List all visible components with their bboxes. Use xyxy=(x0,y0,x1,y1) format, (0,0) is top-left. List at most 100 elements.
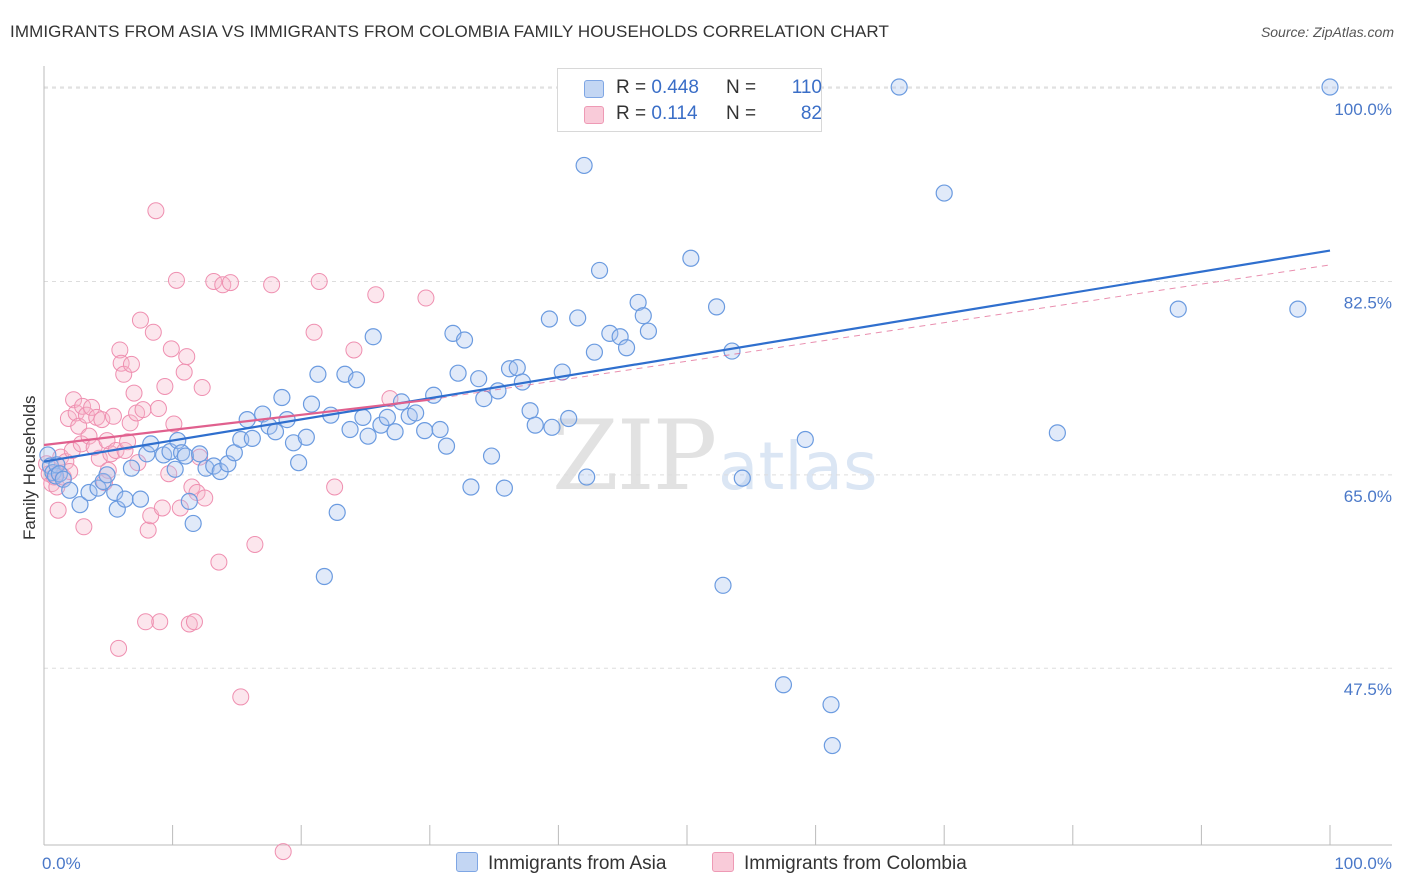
point-colombia xyxy=(162,340,180,358)
bottom-legend-label-asia: Immigrants from Asia xyxy=(488,853,667,874)
point-colombia xyxy=(185,613,203,631)
point-asia xyxy=(639,322,658,340)
point-asia xyxy=(364,328,382,346)
point-asia xyxy=(266,423,285,441)
point-colombia xyxy=(326,478,344,496)
point-colombia xyxy=(193,379,211,397)
point-colombia xyxy=(149,400,167,418)
legend-n-label: N = xyxy=(726,77,757,98)
point-asia xyxy=(297,428,315,446)
trend-line-colombia xyxy=(43,398,430,447)
point-asia xyxy=(354,408,372,426)
point-colombia xyxy=(175,363,193,381)
series-asia-points xyxy=(39,78,1339,755)
point-asia xyxy=(191,445,209,463)
point-asia xyxy=(407,404,425,422)
point-asia xyxy=(629,293,647,312)
point-colombia xyxy=(417,289,435,307)
point-asia xyxy=(540,310,558,328)
point-asia xyxy=(273,388,291,407)
legend-r-label: R = xyxy=(616,103,647,124)
point-asia xyxy=(278,410,296,429)
point-colombia xyxy=(119,433,137,451)
point-asia xyxy=(347,371,366,389)
point-colombia xyxy=(310,272,328,290)
point-asia xyxy=(796,430,814,449)
point-asia xyxy=(822,696,840,714)
x-tick-label-max: 100.0% xyxy=(1334,854,1392,873)
point-asia xyxy=(823,736,841,755)
y-tick-label: 47.5% xyxy=(1344,680,1392,699)
point-colombia xyxy=(345,341,363,359)
point-asia xyxy=(585,343,604,361)
source-label: Source: ZipAtlas.com xyxy=(1260,24,1394,40)
point-asia xyxy=(617,339,636,357)
point-asia xyxy=(378,408,396,426)
point-asia xyxy=(131,490,150,508)
point-colombia xyxy=(147,202,165,220)
point-colombia xyxy=(167,271,185,289)
bottom-legend-swatch-asia xyxy=(456,852,478,872)
point-colombia xyxy=(156,377,174,395)
point-asia xyxy=(521,402,539,420)
point-colombia xyxy=(110,639,128,657)
x-tick-label-min: 0.0% xyxy=(42,854,81,873)
legend-n-label: N = xyxy=(726,103,757,124)
bottom-legend-label-colombia: Immigrants from Colombia xyxy=(744,853,967,874)
point-colombia xyxy=(74,397,92,415)
point-asia xyxy=(416,422,434,440)
bottom-legend-asia: Immigrants from Asia xyxy=(456,852,666,875)
point-asia xyxy=(590,261,609,280)
point-asia xyxy=(437,437,456,455)
point-asia xyxy=(601,324,619,343)
y-axis-label: Family Households xyxy=(20,395,39,540)
point-colombia xyxy=(144,323,162,341)
point-asia xyxy=(526,416,544,434)
point-asia xyxy=(569,309,587,327)
point-asia xyxy=(774,676,793,694)
point-colombia xyxy=(65,391,83,409)
point-asia xyxy=(309,365,327,383)
point-colombia xyxy=(111,341,129,359)
point-asia xyxy=(723,342,741,360)
point-asia xyxy=(1048,424,1066,442)
point-asia xyxy=(508,359,526,377)
point-colombia xyxy=(151,613,169,631)
point-colombia xyxy=(178,348,196,366)
point-colombia xyxy=(205,272,223,290)
point-asia xyxy=(733,469,751,487)
point-colombia xyxy=(137,613,155,631)
legend-n-value-colombia: 82 xyxy=(800,103,822,124)
point-asia xyxy=(116,490,134,508)
point-colombia xyxy=(122,355,140,373)
point-asia xyxy=(328,503,346,522)
point-asia xyxy=(935,184,953,202)
point-asia xyxy=(284,434,303,452)
point-colombia xyxy=(153,499,171,517)
bottom-legend-colombia: Immigrants from Colombia xyxy=(712,852,967,875)
point-asia xyxy=(359,427,377,445)
point-asia xyxy=(106,483,124,502)
point-colombia xyxy=(263,276,281,294)
point-colombia xyxy=(171,499,189,517)
point-asia xyxy=(302,395,321,413)
point-asia xyxy=(462,478,480,496)
point-asia xyxy=(243,429,261,447)
point-asia xyxy=(176,447,195,465)
point-asia xyxy=(890,78,908,96)
point-asia xyxy=(80,483,98,502)
point-asia xyxy=(560,409,578,428)
point-colombia xyxy=(125,384,143,402)
point-colombia xyxy=(75,518,93,536)
legend-swatch-colombia xyxy=(584,106,604,124)
trend-lines xyxy=(43,249,1331,463)
point-asia xyxy=(315,567,333,586)
point-asia xyxy=(707,298,726,316)
point-colombia xyxy=(221,274,239,292)
y-tick-label: 82.5% xyxy=(1344,293,1392,312)
point-asia xyxy=(634,307,652,325)
point-colombia xyxy=(104,407,122,425)
legend-n-value-asia: 110 xyxy=(791,77,822,98)
point-colombia xyxy=(83,398,101,416)
